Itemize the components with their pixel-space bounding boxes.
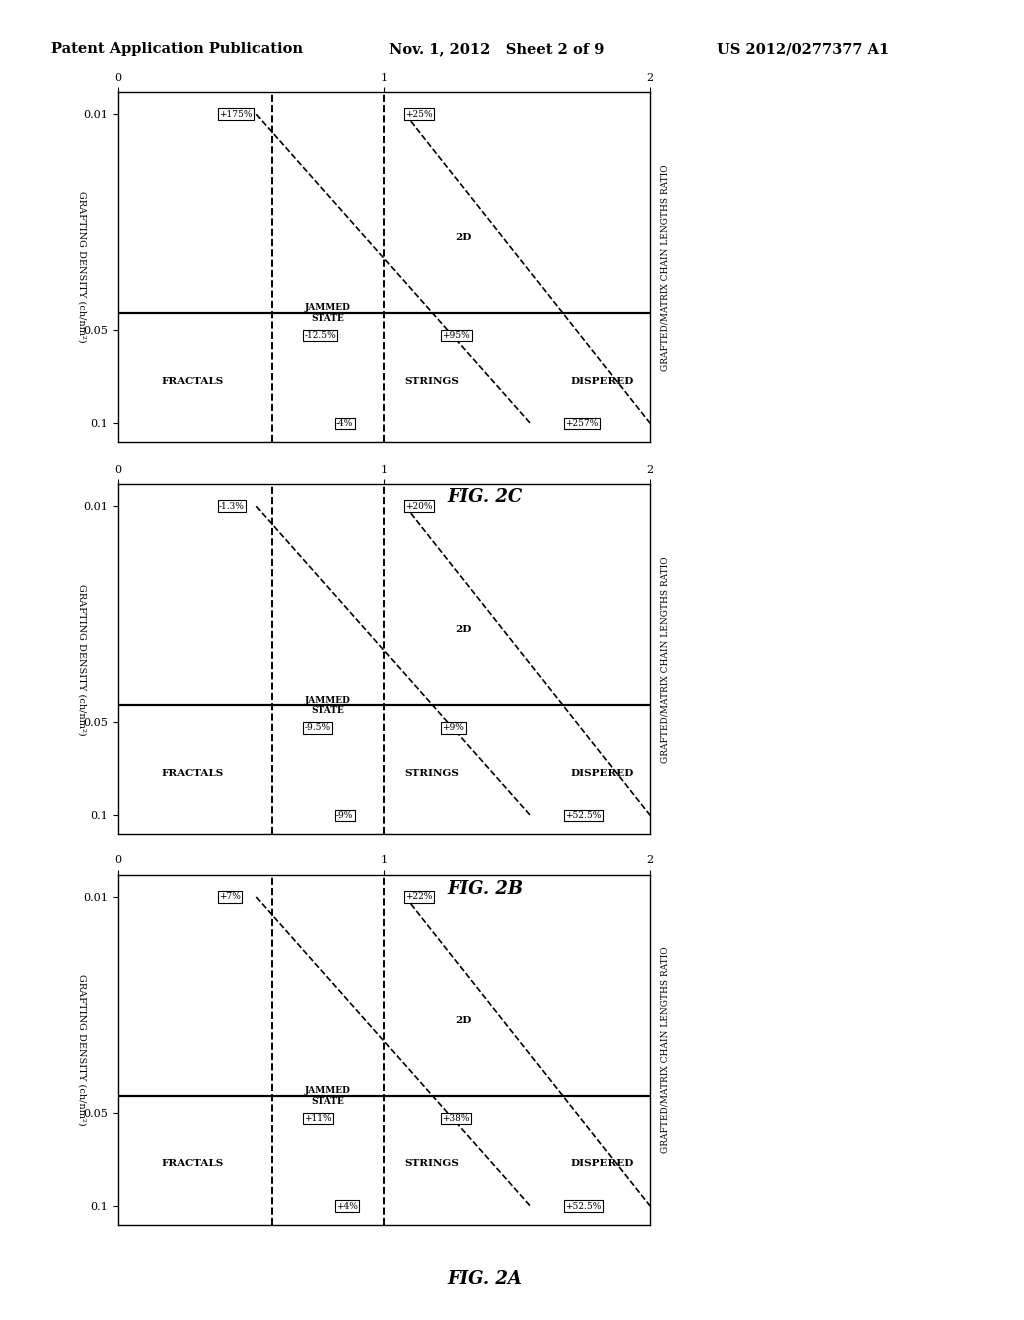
Text: DISPERED: DISPERED bbox=[570, 1159, 634, 1168]
Y-axis label: GRAFTING DENSITY (ch/nm²): GRAFTING DENSITY (ch/nm²) bbox=[78, 191, 87, 343]
Text: JAMMED
STATE: JAMMED STATE bbox=[305, 696, 351, 715]
Text: +4%: +4% bbox=[336, 1201, 358, 1210]
Text: +52.5%: +52.5% bbox=[565, 1201, 601, 1210]
Text: +9%: +9% bbox=[442, 723, 465, 733]
Text: JAMMED
STATE: JAMMED STATE bbox=[305, 304, 351, 323]
Text: STRINGS: STRINGS bbox=[404, 376, 460, 385]
Text: FIG. 2B: FIG. 2B bbox=[447, 879, 524, 898]
Text: -4%: -4% bbox=[336, 418, 353, 428]
Text: STRINGS: STRINGS bbox=[404, 1159, 460, 1168]
Text: Patent Application Publication: Patent Application Publication bbox=[51, 42, 303, 57]
Text: US 2012/0277377 A1: US 2012/0277377 A1 bbox=[717, 42, 889, 57]
Text: +52.5%: +52.5% bbox=[565, 810, 601, 820]
Text: FRACTALS: FRACTALS bbox=[161, 1159, 223, 1168]
Text: -12.5%: -12.5% bbox=[304, 331, 336, 341]
Text: 2D: 2D bbox=[456, 624, 472, 634]
Text: +25%: +25% bbox=[406, 110, 433, 119]
Text: FIG. 2A: FIG. 2A bbox=[447, 1270, 523, 1288]
Text: +38%: +38% bbox=[442, 1114, 470, 1123]
Text: FRACTALS: FRACTALS bbox=[161, 768, 223, 777]
Text: +257%: +257% bbox=[565, 418, 598, 428]
Text: +95%: +95% bbox=[442, 331, 470, 341]
Y-axis label: GRAFTING DENSITY (ch/nm²): GRAFTING DENSITY (ch/nm²) bbox=[78, 974, 87, 1126]
Text: +11%: +11% bbox=[304, 1114, 332, 1123]
Text: -9.5%: -9.5% bbox=[304, 723, 331, 733]
Text: -1.3%: -1.3% bbox=[219, 502, 245, 511]
Text: FRACTALS: FRACTALS bbox=[161, 376, 223, 385]
Text: GRAFTED/MATRIX CHAIN LENGTHS RATIO: GRAFTED/MATRIX CHAIN LENGTHS RATIO bbox=[660, 164, 670, 371]
Text: +22%: +22% bbox=[406, 892, 433, 902]
Text: STRINGS: STRINGS bbox=[404, 768, 460, 777]
Text: DISPERED: DISPERED bbox=[570, 376, 634, 385]
Text: FIG. 2C: FIG. 2C bbox=[447, 487, 523, 506]
Text: +7%: +7% bbox=[219, 892, 241, 902]
Text: DISPERED: DISPERED bbox=[570, 768, 634, 777]
Text: 2D: 2D bbox=[456, 1015, 472, 1024]
Text: JAMMED
STATE: JAMMED STATE bbox=[305, 1086, 351, 1106]
Text: +175%: +175% bbox=[219, 110, 253, 119]
Text: -9%: -9% bbox=[336, 810, 353, 820]
Y-axis label: GRAFTING DENSITY (ch/nm²): GRAFTING DENSITY (ch/nm²) bbox=[78, 583, 87, 735]
Text: +20%: +20% bbox=[406, 502, 433, 511]
Text: GRAFTED/MATRIX CHAIN LENGTHS RATIO: GRAFTED/MATRIX CHAIN LENGTHS RATIO bbox=[660, 946, 670, 1154]
Text: Nov. 1, 2012   Sheet 2 of 9: Nov. 1, 2012 Sheet 2 of 9 bbox=[389, 42, 604, 57]
Text: 2D: 2D bbox=[456, 232, 472, 242]
Text: GRAFTED/MATRIX CHAIN LENGTHS RATIO: GRAFTED/MATRIX CHAIN LENGTHS RATIO bbox=[660, 556, 670, 763]
